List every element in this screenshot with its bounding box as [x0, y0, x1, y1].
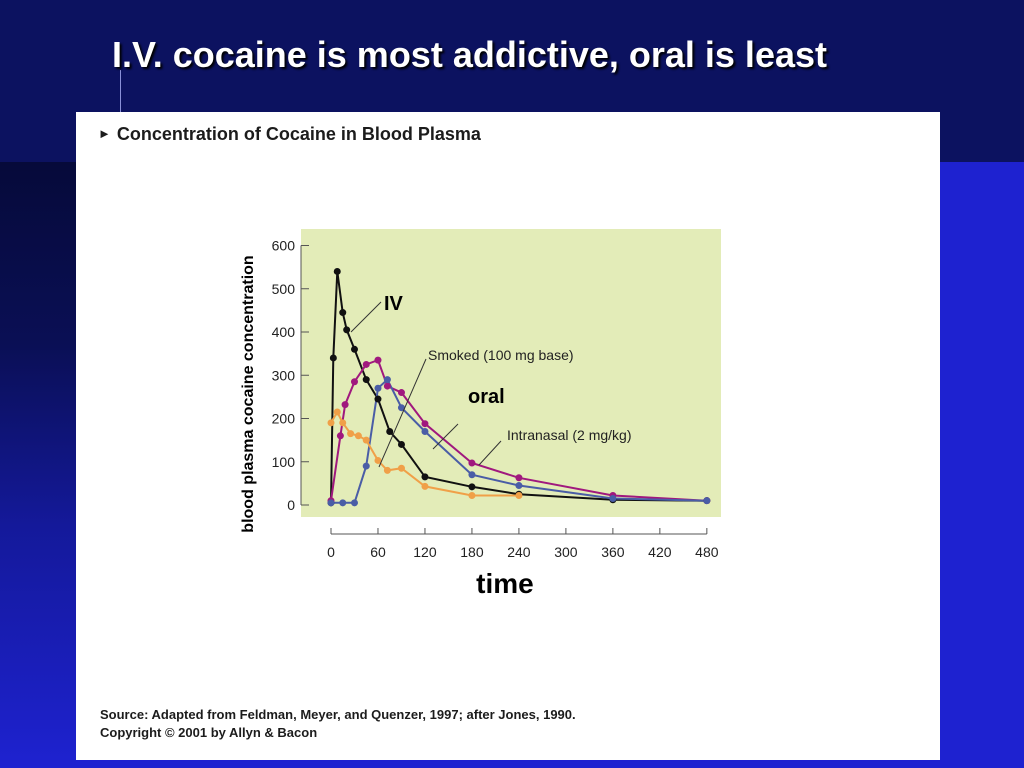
figure-title: ► Concentration of Cocaine in Blood Plasm…: [98, 124, 481, 145]
intranasal-data-point: [383, 376, 391, 384]
intranasal-data-point: [339, 499, 347, 507]
oral-data-point: [421, 482, 429, 490]
iv-data-point: [468, 483, 476, 491]
y-tick-label: 100: [272, 454, 296, 470]
smoked-data-point: [468, 459, 476, 467]
smoked-data-point: [374, 356, 382, 364]
triangle-bullet-icon: ►: [98, 126, 111, 141]
smoked-label: Smoked (100 mg base): [428, 347, 574, 363]
copyright-text: Copyright © 2001 by Allyn & Bacon: [100, 725, 318, 740]
intranasal-data-point: [421, 427, 429, 435]
intranasal-data-point: [515, 482, 523, 490]
intranasal-label: Intranasal (2 mg/kg): [507, 427, 632, 443]
x-tick-label: 420: [648, 544, 672, 560]
iv-data-point: [421, 473, 429, 481]
smoked-leader-line: [378, 358, 427, 468]
oral-data-point: [339, 419, 347, 427]
x-tick-label: 480: [695, 544, 719, 560]
x-tick-label: 0: [327, 544, 335, 560]
intranasal-data-point: [362, 462, 370, 470]
x-tick-label: 240: [507, 544, 531, 560]
intranasal-data-point: [397, 404, 405, 412]
intranasal-data-point: [609, 495, 617, 503]
slide-left-band: [0, 162, 76, 768]
smoked-data-point: [515, 474, 523, 482]
oral-leader-line: [432, 423, 459, 450]
intranasal-leader-line: [478, 440, 502, 466]
y-tick-label: 400: [272, 324, 296, 340]
y-tick-label: 0: [287, 497, 295, 513]
oral-data-point: [468, 491, 476, 499]
figure-panel: ► Concentration of Cocaine in Blood Plasm…: [76, 112, 940, 760]
smoked-data-point: [421, 420, 429, 428]
oral-data-point: [383, 466, 391, 474]
intranasal-data-point: [703, 497, 711, 505]
oral-label: oral: [468, 386, 505, 408]
iv-data-point: [333, 267, 341, 275]
iv-leader-line: [350, 301, 382, 333]
iv-data-point: [350, 345, 358, 353]
intranasal-data-point: [468, 471, 476, 479]
iv-data-point: [374, 395, 382, 403]
y-axis-title: blood plasma cocaine concentration: [240, 255, 257, 532]
iv-data-point: [386, 427, 394, 435]
source-text: Source: Adapted from Feldman, Meyer, and…: [100, 707, 576, 722]
iv-data-point: [343, 326, 351, 334]
y-tick-label: 600: [272, 238, 296, 254]
oral-data-point: [347, 430, 355, 438]
intranasal-data-point: [327, 499, 335, 507]
oral-data-point: [333, 408, 341, 416]
smoked-data-point: [383, 382, 391, 390]
smoked-data-point: [397, 389, 405, 397]
oral-data-point: [397, 464, 405, 472]
iv-data-point: [329, 354, 337, 362]
oral-data-point: [515, 491, 523, 499]
intranasal-data-point: [374, 384, 382, 392]
x-tick-label: 60: [370, 544, 386, 560]
iv-label: IV: [384, 293, 404, 315]
figure-source: Source: Adapted from Feldman, Meyer, and…: [100, 706, 576, 742]
y-tick-label: 300: [272, 367, 296, 383]
x-tick-label: 180: [460, 544, 484, 560]
x-tick-label: 120: [413, 544, 437, 560]
x-axis-title: time: [476, 568, 534, 599]
x-tick-label: 360: [601, 544, 625, 560]
smoked-data-point: [336, 432, 344, 440]
y-tick-label: 500: [272, 281, 296, 297]
decorative-line: [120, 70, 121, 112]
intranasal-data-point: [350, 499, 358, 507]
figure-title-text: Concentration of Cocaine in Blood Plasma: [116, 124, 481, 144]
y-tick-label: 200: [272, 411, 296, 427]
iv-data-point: [362, 376, 370, 384]
plot-area: [301, 229, 721, 517]
smoked-data-point: [362, 360, 370, 368]
smoked-data-point: [350, 378, 358, 386]
oral-data-point: [374, 456, 382, 464]
smoked-data-point: [341, 401, 349, 409]
iv-data-point: [339, 309, 347, 317]
concentration-chart: 0 100 200 300 400 500 600 0 60 120 180 240 300 360 420…: [240, 229, 721, 599]
oral-data-point: [362, 436, 370, 444]
slide-title: I.V. cocaine is most addictive, oral is …: [112, 34, 827, 75]
x-tick-label: 300: [554, 544, 578, 560]
oral-data-point: [327, 419, 335, 427]
oral-data-point: [354, 432, 362, 440]
iv-data-point: [397, 440, 405, 448]
